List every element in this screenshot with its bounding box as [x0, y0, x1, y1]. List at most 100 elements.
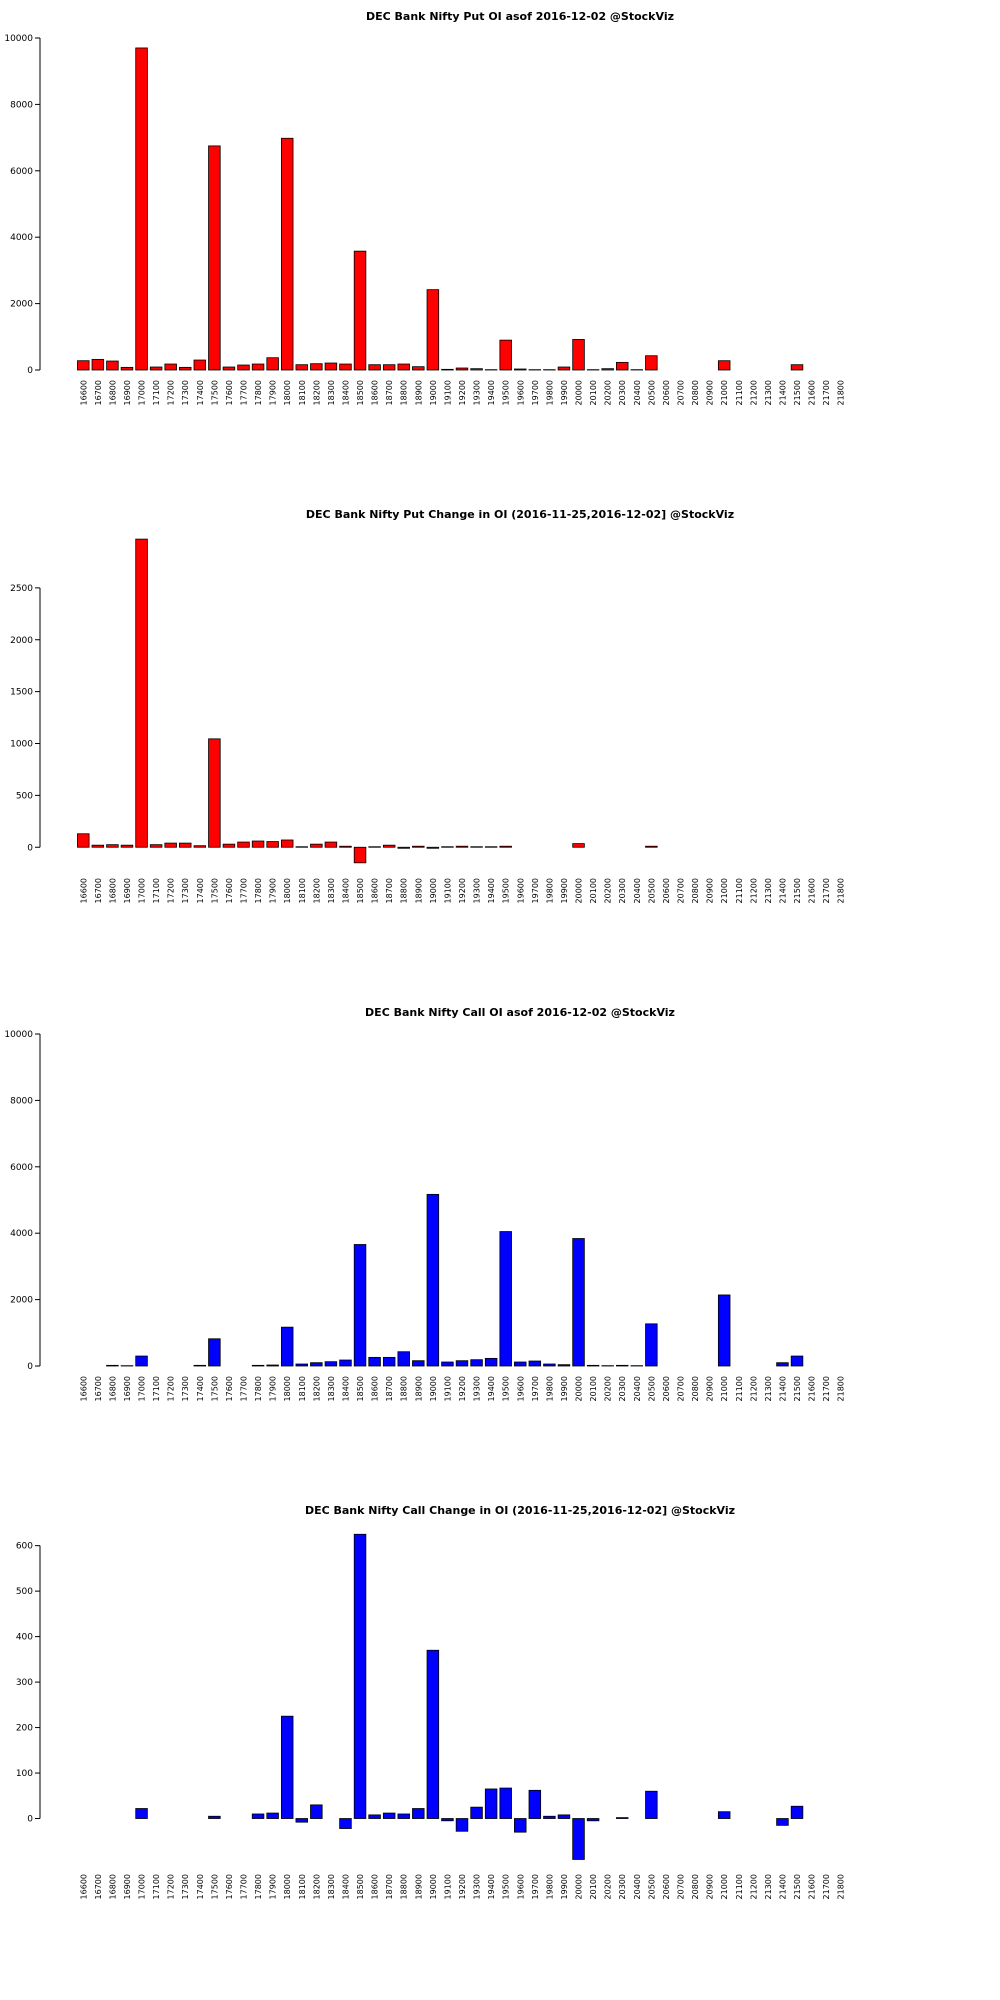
x-tick-label: 20600 [662, 1874, 671, 1899]
x-tick-label: 16700 [94, 1376, 103, 1401]
y-tick-label: 100 [16, 1769, 33, 1779]
x-tick-label: 18100 [298, 1874, 307, 1899]
bar [295, 1363, 309, 1367]
x-tick-label: 19300 [473, 878, 482, 903]
bar [645, 355, 658, 371]
x-tick-label: 17200 [167, 1874, 176, 1899]
bar [382, 1812, 396, 1819]
x-tick-label: 16600 [79, 1874, 88, 1899]
x-tick-label: 19900 [560, 1376, 569, 1401]
x-tick-label: 20900 [706, 380, 715, 405]
bar [208, 145, 221, 371]
x-tick-label: 16700 [94, 380, 103, 405]
bar [441, 1818, 454, 1822]
bar [280, 839, 294, 848]
bar [266, 357, 279, 371]
x-tick-label: 18400 [341, 1376, 350, 1401]
x-tick-label: 20100 [589, 1874, 598, 1899]
bar [91, 844, 105, 848]
x-tick-label: 19200 [458, 878, 467, 903]
bar [280, 1715, 294, 1819]
bar [193, 845, 207, 848]
x-tick-label: 18200 [312, 878, 321, 903]
bar [339, 1818, 352, 1829]
x-tick-label: 18500 [356, 1874, 365, 1899]
bar [717, 1811, 731, 1819]
x-tick-label: 18400 [341, 878, 350, 903]
bar [426, 1193, 440, 1367]
bar [572, 1818, 585, 1860]
x-tick-label: 20000 [575, 878, 584, 903]
x-tick-label: 20700 [676, 1376, 685, 1401]
x-tick-label: 19400 [487, 380, 496, 405]
bar [251, 840, 265, 848]
bar [280, 1326, 294, 1367]
x-tick-label: 17900 [269, 878, 278, 903]
x-tick-label: 17900 [269, 1874, 278, 1899]
bar [455, 1360, 469, 1367]
bar [645, 1790, 658, 1819]
x-tick-label: 17600 [225, 1376, 234, 1401]
x-tick-label: 17900 [269, 1376, 278, 1401]
x-tick-label: 21500 [793, 878, 802, 903]
x-tick-label: 16700 [94, 878, 103, 903]
x-tick-label: 17400 [196, 878, 205, 903]
x-tick-label: 17000 [138, 380, 147, 405]
x-tick-label: 19600 [516, 1874, 525, 1899]
x-tick-label: 18900 [414, 1376, 423, 1401]
chart-title: DEC Bank Nifty Put OI asof 2016-12-02 @S… [366, 10, 674, 23]
x-tick-label: 16600 [79, 878, 88, 903]
x-tick-label: 21600 [808, 1874, 817, 1899]
x-tick-label: 20500 [647, 878, 656, 903]
bar [645, 1323, 658, 1367]
chart-title: DEC Bank Nifty Call Change in OI (2016-1… [305, 1504, 735, 1517]
x-tick-label: 17500 [210, 878, 219, 903]
x-tick-label: 20800 [691, 380, 700, 405]
x-tick-label: 20700 [676, 878, 685, 903]
x-tick-label: 17800 [254, 380, 263, 405]
bar [310, 363, 323, 371]
bar [645, 845, 658, 848]
x-tick-label: 21700 [822, 380, 831, 405]
bar [310, 1362, 323, 1367]
bar [470, 846, 483, 848]
bar [412, 1808, 425, 1819]
x-tick-label: 20800 [691, 878, 700, 903]
bar [149, 844, 163, 848]
y-tick-label: 2000 [10, 636, 33, 646]
x-tick-label: 17800 [254, 1874, 263, 1899]
bar [193, 359, 207, 371]
x-tick-label: 20100 [589, 380, 598, 405]
bar [208, 1338, 221, 1367]
bar [470, 1806, 483, 1819]
x-tick-label: 21500 [793, 380, 802, 405]
x-tick-label: 18500 [356, 878, 365, 903]
y-tick-label: 600 [16, 1542, 33, 1552]
x-tick-label: 20000 [575, 1874, 584, 1899]
x-tick-label: 20400 [633, 380, 642, 405]
x-tick-label: 21500 [793, 1874, 802, 1899]
y-tick-label: 8000 [10, 1096, 33, 1106]
bar [412, 366, 425, 371]
bar [543, 1815, 556, 1819]
bar [193, 1364, 207, 1367]
x-tick-label: 20100 [589, 878, 598, 903]
bar [77, 360, 90, 371]
x-tick-label: 19700 [531, 1874, 540, 1899]
bar [514, 1818, 527, 1833]
bar [717, 1294, 731, 1367]
bar [426, 1649, 440, 1819]
bar [397, 846, 410, 849]
x-tick-label: 18800 [400, 1874, 409, 1899]
x-tick-label: 20500 [647, 380, 656, 405]
x-tick-label: 17300 [181, 1874, 190, 1899]
x-tick-label: 21000 [720, 380, 729, 405]
x-tick-label: 16800 [108, 380, 117, 405]
bar [339, 1359, 352, 1367]
x-tick-label: 18700 [385, 878, 394, 903]
x-tick-label: 20700 [676, 380, 685, 405]
x-tick-label: 18900 [414, 1874, 423, 1899]
x-tick-label: 21800 [837, 380, 846, 405]
x-tick-label: 19000 [429, 380, 438, 405]
x-tick-label: 18500 [356, 380, 365, 405]
